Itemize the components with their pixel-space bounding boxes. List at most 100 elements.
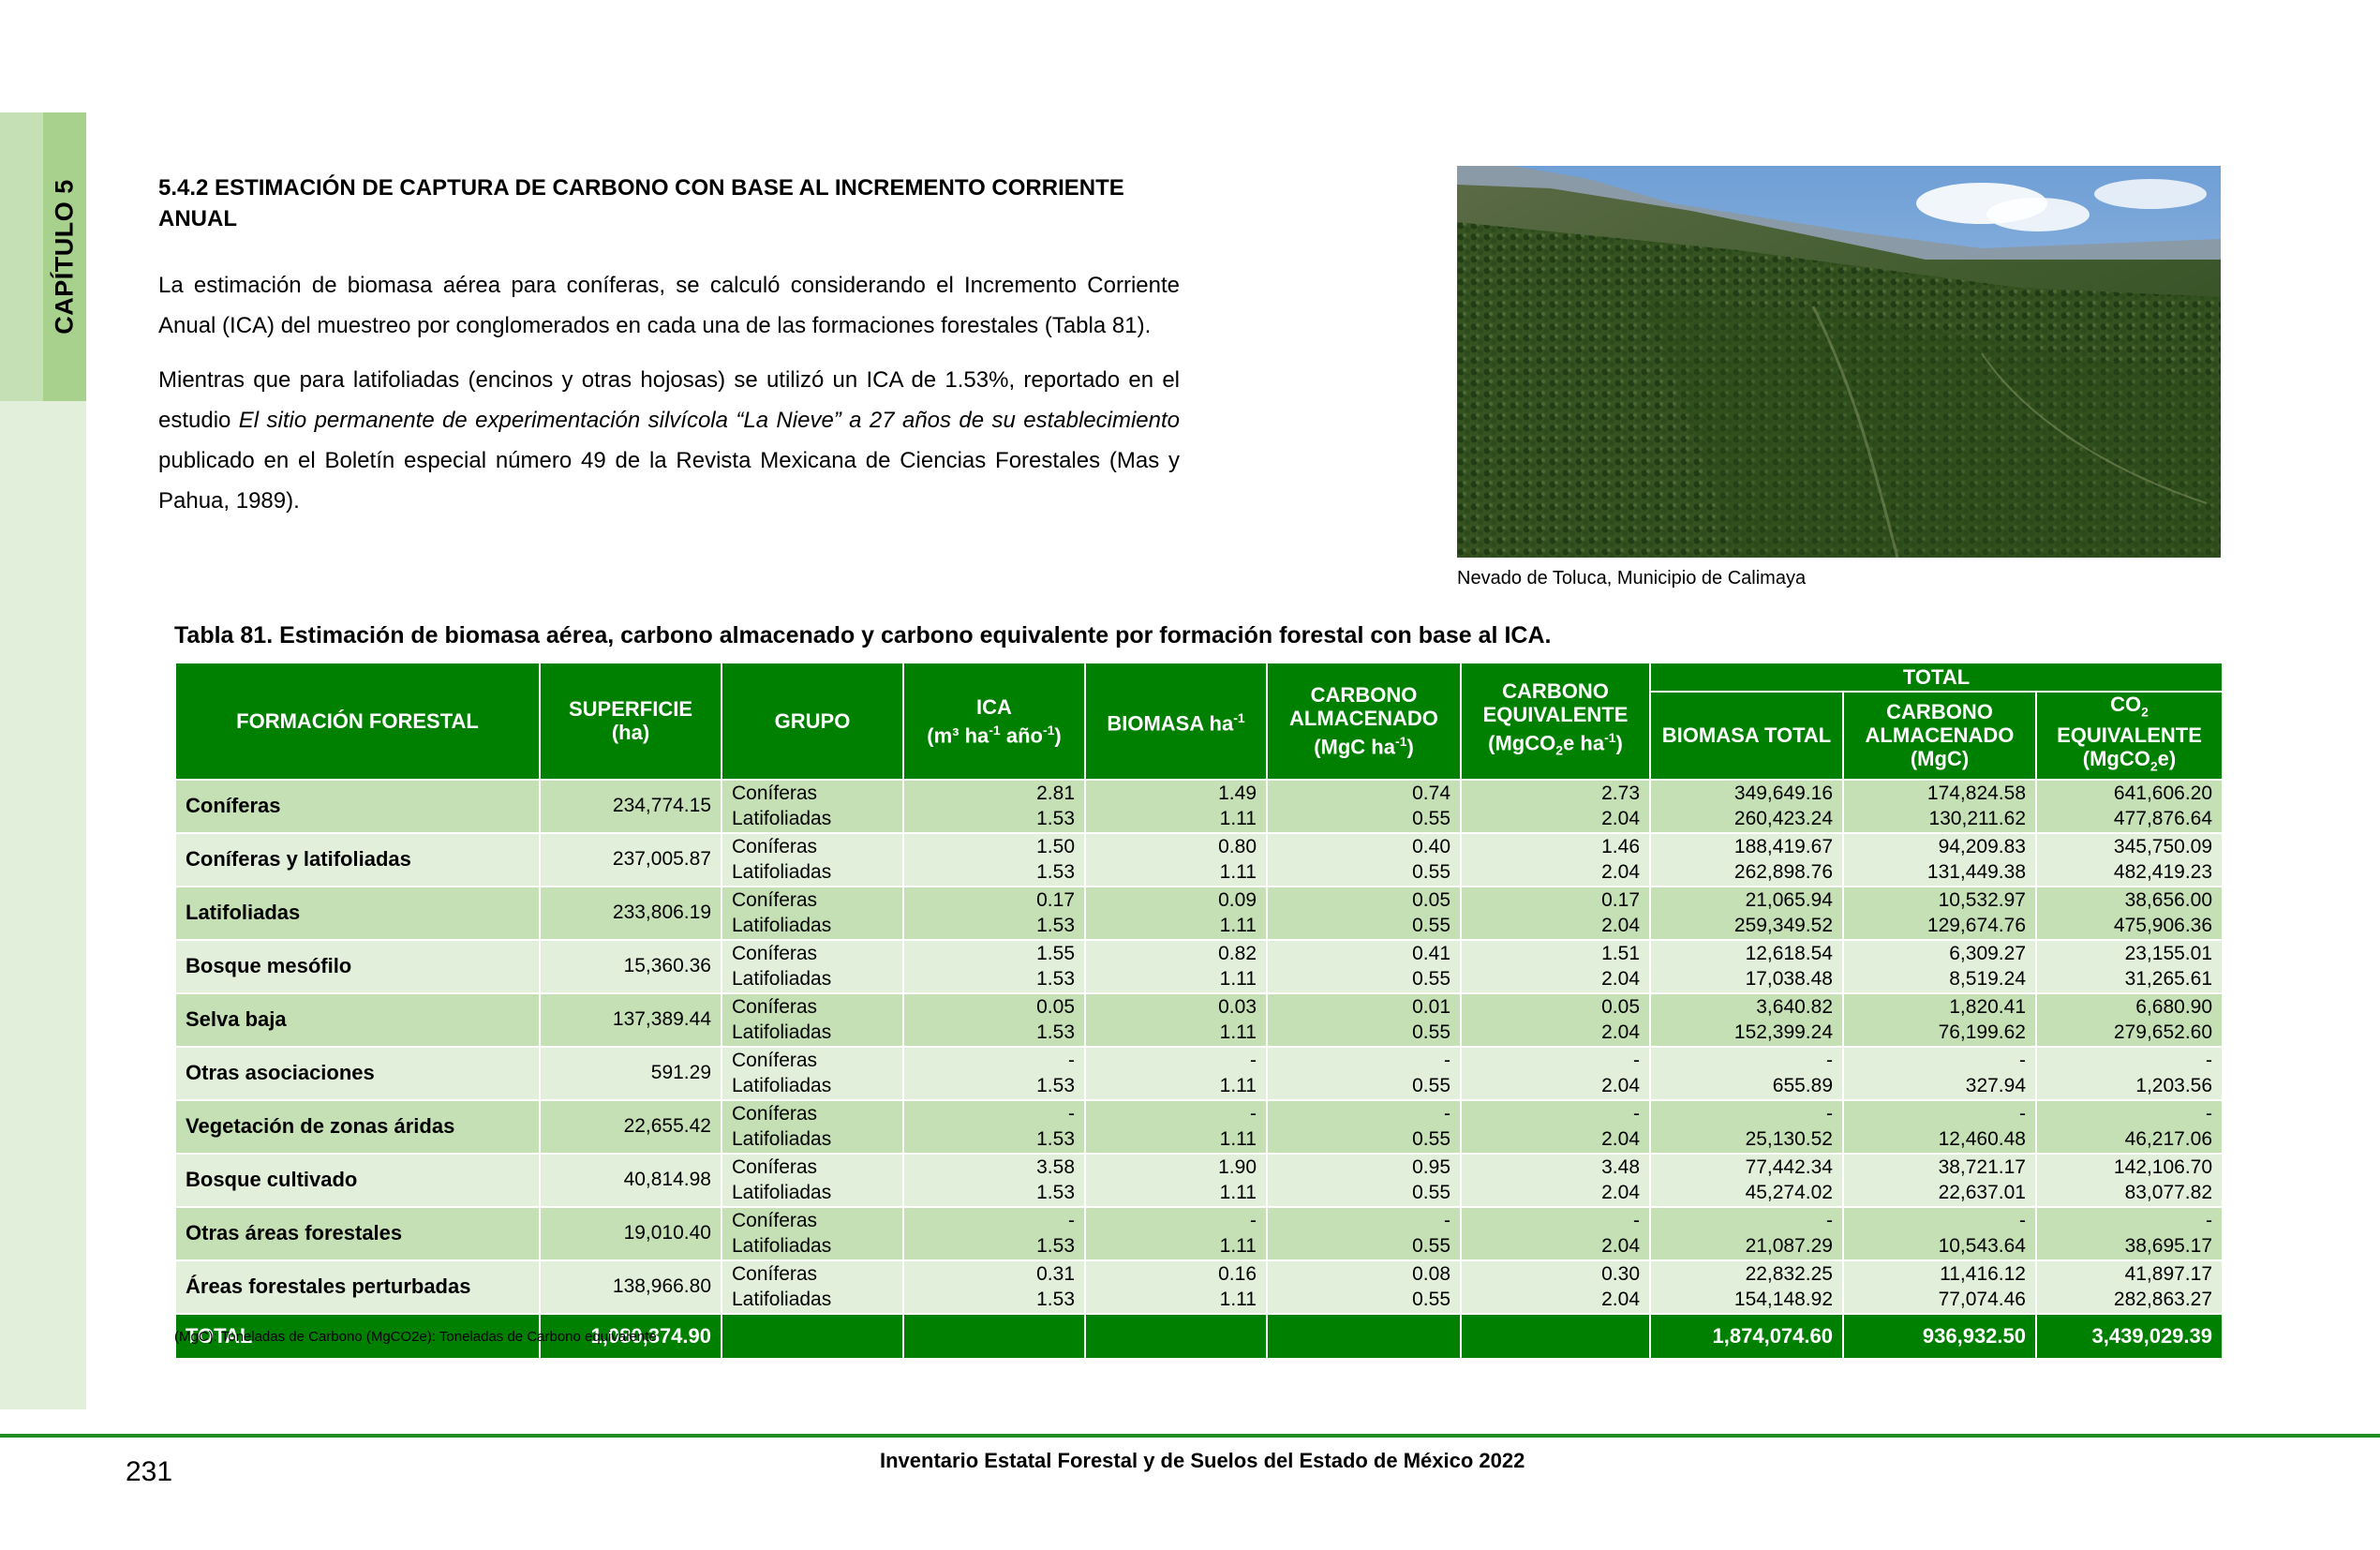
co2-equivalente-cell: 282,863.27	[2034, 1287, 2224, 1314]
carbono-almacenado-cell: -	[1266, 1098, 1462, 1127]
section-title: 5.4.2 ESTIMACIÓN DE CAPTURA DE CARBONO C…	[158, 175, 1124, 231]
table-row: Otras áreas forestales 19,010.40 Coníferas…	[174, 1205, 2224, 1260]
co2-equivalente-cell: 6,680.90	[2034, 991, 2224, 1021]
table-row: Latifoliadas 1.53 1.11 0.55 2.04 25,130.52 12,…	[175, 1126, 2224, 1154]
biomasa-total-cell: 22,832.25	[1649, 1259, 1844, 1288]
biomasa-total-cell: -	[1649, 1045, 1844, 1074]
header-carbono-equivalente: CARBONO EQUIVALENTE (MgCO2e ha-1)	[1460, 662, 1651, 781]
header-biomasa-label: BIOMASA ha	[1107, 711, 1234, 736]
paragraph-1: La estimación de biomasa aérea para coní…	[158, 273, 1180, 338]
table-row: Selva baja 137,389.44 Coníferas 0.05 0.03 0.0…	[174, 991, 2224, 1047]
biomasa-cell: 0.82	[1084, 938, 1268, 967]
carbono-almacenado-cell: 0.55	[1266, 859, 1462, 887]
ica-cell: 1.53	[902, 913, 1086, 940]
biomasa-cell: 0.09	[1084, 885, 1268, 914]
co2-equivalente-cell: 46,217.06	[2034, 1126, 2224, 1154]
biomasa-cell: -	[1084, 1098, 1268, 1127]
table-row: Latifoliadas 1.53 1.11 0.55 2.04 45,274.02 22,…	[175, 1180, 2224, 1207]
paragraph-2-text-a: Mientras que para latifoliadas (encinos …	[158, 367, 1180, 433]
ica-cell: 0.05	[902, 991, 1086, 1021]
carbono-almacenado-cell: 0.55	[1266, 1287, 1462, 1314]
co2-equivalente-cell: -	[2034, 1205, 2224, 1234]
biomasa-total-cell: 21,065.94	[1649, 885, 1844, 914]
header-total: TOTAL	[1648, 662, 2224, 693]
carbono-almacenado-cell: 0.05	[1266, 885, 1462, 914]
carbono-equivalente-cell: 2.04	[1460, 1233, 1651, 1260]
grupo-cell: Coníferas	[721, 885, 904, 914]
carbono-almacenado-cell: 0.40	[1266, 831, 1462, 860]
carbono-equivalente-cell: 2.04	[1460, 1126, 1651, 1154]
total-empty-cell	[1084, 1312, 1268, 1360]
header-ica-unit-b: año	[1000, 723, 1043, 748]
table-row: Otras asociaciones 591.29 Coníferas - - - - - - -	[174, 1045, 2224, 1100]
biomasa-cell: 1.90	[1084, 1152, 1268, 1181]
header-co2-unit-a: (MgCO	[2082, 747, 2150, 771]
carbono-almacenado-cell: 0.55	[1266, 1180, 1462, 1207]
table-row: Latifoliadas 1.53 1.11 0.55 2.04 262,898.76 13…	[175, 859, 2224, 887]
co2-equivalente-cell: 31,265.61	[2034, 966, 2224, 993]
carbono-total-cell: 94,209.83	[1842, 831, 2037, 860]
ica-cell: 2.81	[902, 778, 1086, 807]
superficie-cell: 22,655.42	[539, 1098, 722, 1154]
total-empty-cell	[902, 1312, 1086, 1360]
carbono-total-cell: 11,416.12	[1842, 1259, 2037, 1288]
carbono-almacenado-cell: -	[1266, 1205, 1462, 1234]
grupo-cell: Coníferas	[721, 1259, 904, 1288]
header-carbono-alm-label: CARBONO ALMACENADO	[1289, 683, 1438, 731]
carbono-equivalente-cell: 1.46	[1460, 831, 1651, 860]
biomasa-total-cell: 77,442.34	[1649, 1152, 1844, 1181]
grupo-cell: Latifoliadas	[721, 1020, 904, 1047]
carbono-total-cell: -	[1842, 1205, 2037, 1234]
forest-landscape-photo	[1457, 166, 2221, 558]
carbono-equivalente-cell: 0.17	[1460, 885, 1651, 914]
carbono-equivalente-cell: 2.04	[1460, 1020, 1651, 1047]
header-ica-unit-sup1: -1	[989, 722, 1001, 738]
paragraph-2-text-b: publicado en el Boletín especial número …	[158, 448, 1180, 514]
carbono-almacenado-cell: 0.55	[1266, 966, 1462, 993]
biomasa-total-cell: 655.89	[1649, 1073, 1844, 1100]
header-co2-a: CO	[2110, 693, 2142, 716]
biomasa-total-cell: 349,649.16	[1649, 778, 1844, 807]
carbono-total-cell: 327.94	[1842, 1073, 2037, 1100]
carbono-total-cell: 6,309.27	[1842, 938, 2037, 967]
header-ica-unit-a: (m³ ha	[927, 723, 989, 748]
carbono-equivalente-cell: 2.04	[1460, 966, 1651, 993]
co2-equivalente-cell: 41,897.17	[2034, 1259, 2224, 1288]
grupo-cell: Coníferas	[721, 938, 904, 967]
header-total-carbono: CARBONO ALMACENADO (MgC)	[1842, 691, 2037, 781]
paragraph-2: Mientras que para latifoliadas (encinos …	[158, 360, 1180, 521]
biomasa-total-cell: 21,087.29	[1649, 1233, 1844, 1260]
carbono-total-cell: 12,460.48	[1842, 1126, 2037, 1154]
header-ica: ICA (m³ ha-1 año-1)	[902, 662, 1086, 781]
ica-cell: 0.17	[902, 885, 1086, 914]
grupo-cell: Latifoliadas	[721, 1180, 904, 1207]
co2-equivalente-cell: -	[2034, 1098, 2224, 1127]
carbono-almacenado-cell: 0.74	[1266, 778, 1462, 807]
header-carbono-eq-unit-c: )	[1615, 731, 1623, 755]
grupo-cell: Latifoliadas	[721, 1287, 904, 1314]
biomasa-total-cell: 12,618.54	[1649, 938, 1844, 967]
header-carbono-eq-unit-sub: 2	[1555, 742, 1564, 758]
header-carbono-eq-unit-a: (MgCO	[1488, 731, 1556, 755]
table-row: Coníferas y latifoliadas 237,005.87 Conífe…	[174, 831, 2224, 887]
table-title: Tabla 81. Estimación de biomasa aérea, c…	[174, 622, 1552, 648]
grupo-cell: Latifoliadas	[721, 966, 904, 993]
footer-rule	[0, 1434, 2380, 1438]
carbono-total-cell: 10,532.97	[1842, 885, 2037, 914]
co2-equivalente-cell: 142,106.70	[2034, 1152, 2224, 1181]
total-empty-cell	[1460, 1312, 1651, 1360]
carbono-equivalente-cell: 2.04	[1460, 1287, 1651, 1314]
grupo-cell: Coníferas	[721, 991, 904, 1021]
superficie-cell: 591.29	[539, 1045, 722, 1100]
carbono-equivalente-cell: -	[1460, 1205, 1651, 1234]
biomasa-total-cell: 154,148.92	[1649, 1287, 1844, 1314]
biomasa-cell: -	[1084, 1045, 1268, 1074]
ica-cell: -	[902, 1098, 1086, 1127]
carbono-equivalente-cell: 2.73	[1460, 778, 1651, 807]
formacion-cell: Bosque cultivado	[174, 1152, 541, 1207]
ica-cell: 1.53	[902, 966, 1086, 993]
carbono-almacenado-cell: 0.55	[1266, 1073, 1462, 1100]
co2-equivalente-cell: 38,656.00	[2034, 885, 2224, 914]
chapter-tab-edge	[0, 112, 43, 401]
biomasa-cell: 1.11	[1084, 913, 1268, 940]
